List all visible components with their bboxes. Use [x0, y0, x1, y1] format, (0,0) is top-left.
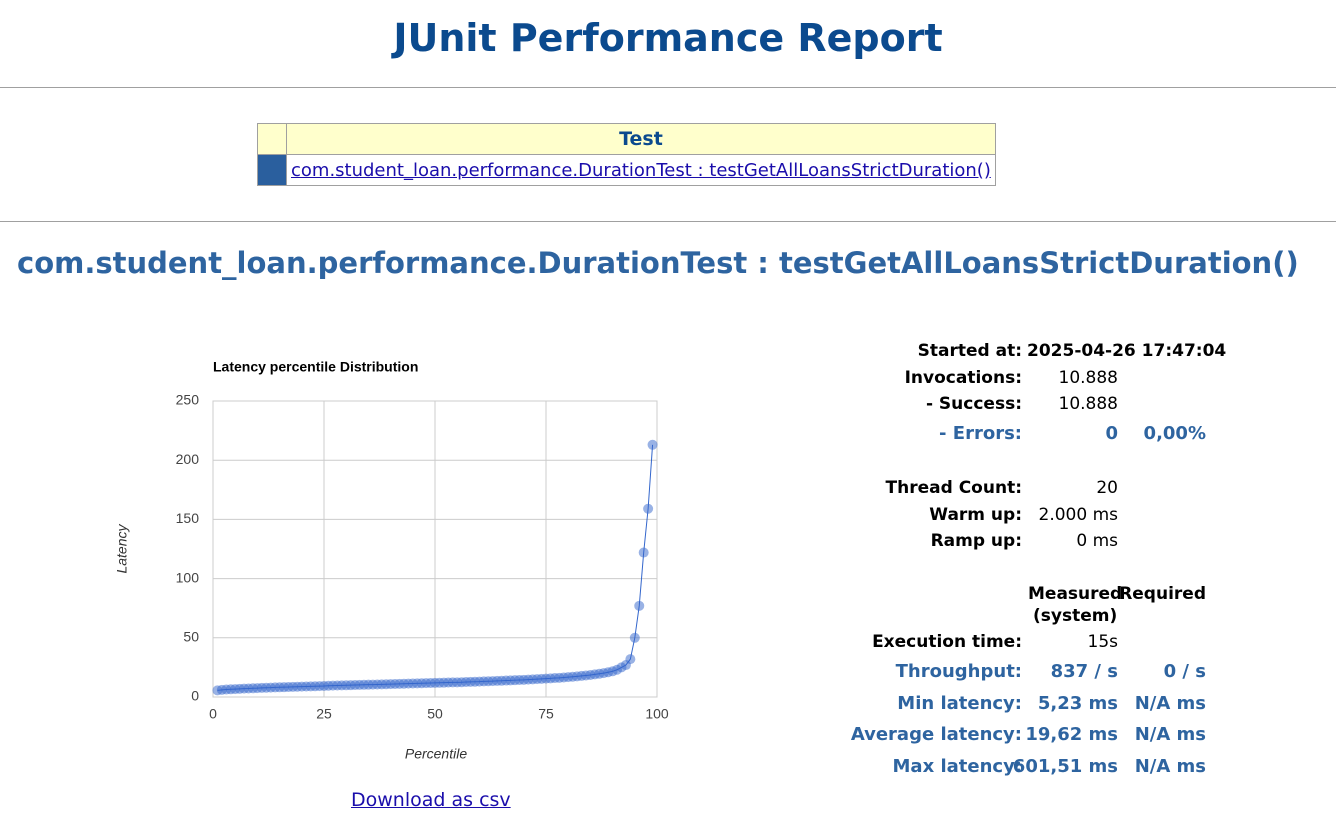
corner-cell — [257, 123, 287, 155]
column-header: (system) — [1033, 606, 1118, 626]
stat-value: 0 — [1105, 423, 1118, 444]
x-tick-label: 50 — [427, 706, 443, 722]
status-cell — [257, 154, 287, 186]
stat-label: Max latency: — [892, 756, 1022, 777]
y-tick-label: 250 — [176, 392, 200, 408]
stat-value: 19,62 ms — [1025, 724, 1118, 745]
x-tick-label: 25 — [316, 706, 332, 722]
stat-label: Invocations: — [904, 368, 1022, 388]
y-tick-label: 100 — [176, 569, 200, 585]
stat-label: Min latency: — [897, 693, 1022, 714]
divider — [0, 87, 1336, 88]
stat-label: Started at: — [917, 341, 1022, 361]
stat-label: Throughput: — [895, 661, 1022, 682]
column-header: Measured — [1028, 584, 1123, 604]
data-point — [634, 600, 645, 611]
stat-value: 0 ms — [1076, 531, 1118, 551]
stat-label: Warm up: — [929, 505, 1022, 525]
y-tick-label: 150 — [176, 510, 200, 526]
y-axis-title: Latency — [114, 523, 130, 573]
stat-value: 5,23 ms — [1037, 693, 1118, 714]
stat-value: 0 / s — [1163, 661, 1206, 682]
stat-value: N/A ms — [1134, 756, 1206, 777]
stat-value: 601,51 ms — [1012, 756, 1118, 777]
stat-value: 20 — [1096, 478, 1118, 498]
download-link[interactable]: Download as csv — [351, 789, 511, 811]
stat-label: Average latency: — [850, 724, 1022, 745]
data-point — [647, 439, 658, 450]
stat-value: 0,00% — [1143, 423, 1206, 444]
x-tick-label: 0 — [209, 706, 217, 722]
test-table: Test com.student_loan.performance.Durati… — [257, 123, 996, 186]
stat-value: 2.000 ms — [1038, 505, 1119, 525]
x-axis-title: Percentile — [405, 746, 467, 762]
x-tick-label: 100 — [645, 706, 669, 722]
y-tick-label: 0 — [191, 688, 199, 704]
test-cell: com.student_loan.performance.DurationTes… — [286, 154, 996, 186]
stat-value: N/A ms — [1134, 693, 1206, 714]
chart-title: Latency percentile Distribution — [213, 359, 418, 375]
data-point — [638, 547, 649, 558]
stat-value: 837 / s — [1050, 661, 1118, 682]
section-title: com.student_loan.performance.DurationTes… — [17, 246, 1299, 280]
divider — [0, 221, 1336, 222]
stat-value: 10.888 — [1058, 368, 1118, 388]
data-point — [625, 654, 636, 665]
stat-value: 2025-04-26 17:47:04 — [1027, 341, 1227, 361]
stat-label: - Errors: — [939, 423, 1022, 444]
stat-value: 10.888 — [1058, 394, 1118, 414]
stat-value: N/A ms — [1134, 724, 1206, 745]
stat-label: Execution time: — [872, 632, 1022, 652]
stat-label: Thread Count: — [885, 478, 1022, 498]
table-header: Test — [286, 123, 996, 155]
y-tick-label: 200 — [176, 451, 200, 467]
data-point — [643, 503, 654, 514]
stat-label: - Success: — [925, 394, 1022, 414]
stat-value: 15s — [1087, 632, 1119, 652]
chart: Latency percentile Distribution Percenti… — [114, 359, 669, 762]
stat-label: Ramp up: — [930, 531, 1022, 551]
report-title: JUnit Performance Report — [393, 16, 943, 60]
y-tick-label: 50 — [183, 629, 199, 645]
data-point — [629, 632, 640, 643]
column-header: Required — [1119, 584, 1206, 604]
test-link[interactable]: com.student_loan.performance.DurationTes… — [291, 159, 991, 181]
x-tick-label: 75 — [538, 706, 554, 722]
